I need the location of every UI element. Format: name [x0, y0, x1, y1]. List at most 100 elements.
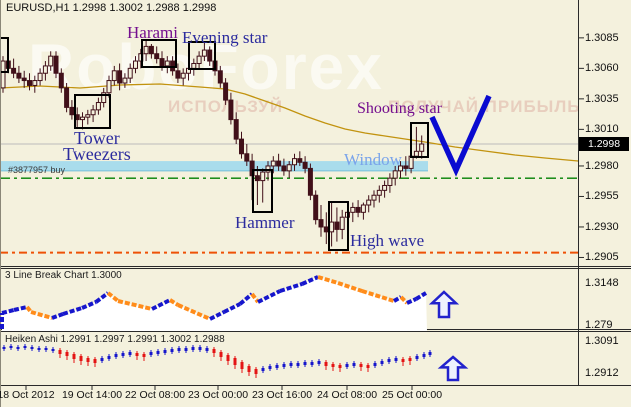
heiken-body [275, 365, 279, 368]
heiken-body [289, 363, 293, 366]
candle-body [191, 62, 197, 69]
candle-body [127, 67, 133, 79]
candle-body [382, 184, 388, 191]
line-break-segment [51, 312, 64, 320]
confirmation-check-mark [429, 94, 492, 177]
candle-body [37, 72, 43, 82]
candle-body [366, 199, 372, 206]
candle-body [133, 60, 138, 69]
candle-body [0, 60, 6, 89]
candle-body [297, 158, 303, 163]
x-axis-tick-label: 19 Oct 14:00 [61, 389, 123, 401]
candle-body [159, 58, 165, 67]
line-break-segment [106, 291, 120, 303]
heiken-body [30, 347, 34, 349]
candle-body [122, 77, 128, 84]
heiken-body [205, 348, 209, 351]
candle-body [16, 72, 22, 79]
heiken-body [324, 362, 328, 366]
up-arrow-heiken [437, 355, 469, 382]
candle-body [53, 55, 59, 74]
candle-body [11, 67, 17, 74]
heiken-body [310, 362, 314, 365]
heiken-body [296, 363, 300, 366]
line-break-segment [168, 298, 180, 307]
candle-body [207, 49, 213, 62]
candle-body [164, 60, 170, 67]
candle-body [196, 55, 202, 64]
heiken-body [303, 362, 307, 365]
candle-body [286, 164, 292, 172]
heiken-body [79, 356, 83, 361]
candle-body [276, 160, 282, 167]
heiken-body [163, 350, 167, 353]
heiken-body [380, 361, 384, 364]
candle-body [201, 49, 207, 57]
line-break-segment [81, 300, 97, 310]
heiken-body [149, 352, 153, 355]
line-break-segment [238, 292, 254, 306]
line-break-segment [151, 298, 171, 311]
heiken-body [58, 350, 62, 354]
line-break-segment [117, 299, 153, 311]
candle-body [48, 55, 54, 67]
candle-body [398, 165, 403, 172]
candle-body [371, 194, 377, 201]
line-break-segment [393, 295, 402, 303]
candle-body [392, 170, 398, 179]
heiken-body [387, 359, 391, 362]
heiken-body [142, 354, 146, 357]
heiken-body [51, 349, 55, 351]
line-break-indicator-label: 3 Line Break Chart 1.3000 [5, 270, 122, 281]
y-axis-tick-label: 1.2930 [585, 220, 619, 233]
heiken-body [198, 347, 202, 350]
heiken-body [72, 354, 76, 359]
pattern-label-window: Window [344, 150, 402, 169]
heiken-body [268, 366, 272, 369]
heiken-body [240, 362, 244, 369]
y-axis-tick-label: 1.3085 [585, 31, 619, 44]
line-break-segment [250, 292, 260, 304]
heiken-body [428, 352, 432, 355]
x-axis-tick-label: 23 Oct 00:00 [187, 389, 249, 401]
candle-body [323, 226, 329, 233]
candle-body [32, 80, 38, 86]
heiken-body [373, 363, 377, 366]
pattern-box [141, 39, 177, 68]
candle-body [95, 102, 101, 111]
y-axis-tick-label: 1.3035 [585, 92, 619, 105]
current-price-tag: 1.2998 [579, 137, 629, 151]
pattern-label-tweezers: Tweezers [63, 144, 131, 164]
heiken-body [16, 347, 20, 349]
heiken-body [317, 361, 321, 364]
candle-body [117, 70, 123, 84]
heiken-body [212, 349, 216, 353]
x-axis-tick-label: 23 Oct 16:00 [251, 389, 313, 401]
pattern-label-shooting-star: Shooting star [357, 100, 442, 117]
candle-body [170, 60, 176, 72]
line-break-segment [257, 289, 281, 304]
y-axis-tick-label: 1.279 [585, 319, 613, 331]
x-axis-tick-label: 22 Oct 08:00 [124, 389, 186, 401]
candle-body [387, 177, 393, 186]
line-break-segment [25, 305, 33, 314]
heiken-body [128, 352, 132, 355]
x-axis-tick-label: 25 Oct 00:00 [381, 389, 443, 401]
candle-body [254, 175, 260, 182]
y-axis-tick-label: 1.2912 [585, 367, 619, 379]
pattern-box [188, 41, 216, 70]
line-break-segment [1, 308, 15, 315]
line-break-segment [62, 306, 83, 316]
pattern-label-evening-star: Evening star [182, 28, 268, 47]
heiken-body [345, 364, 349, 367]
candle-body [292, 158, 297, 166]
line-break-segment [301, 275, 319, 286]
heiken-body [254, 369, 258, 374]
heiken-body [44, 348, 48, 350]
heiken-body [401, 359, 405, 362]
pattern-box [74, 94, 111, 129]
candle-body [302, 161, 308, 169]
y-axis-tick-label: 1.2955 [585, 190, 619, 203]
candle-body [360, 204, 366, 213]
